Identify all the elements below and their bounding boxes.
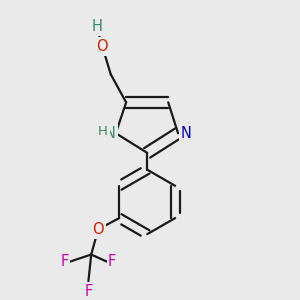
- Text: O: O: [92, 222, 104, 237]
- Text: O: O: [97, 39, 108, 54]
- Text: F: F: [61, 254, 69, 269]
- Text: N: N: [181, 126, 192, 141]
- Text: F: F: [84, 284, 92, 299]
- Text: F: F: [108, 254, 116, 269]
- Text: H: H: [91, 19, 102, 34]
- Text: H: H: [98, 125, 108, 138]
- Text: N: N: [105, 126, 116, 141]
